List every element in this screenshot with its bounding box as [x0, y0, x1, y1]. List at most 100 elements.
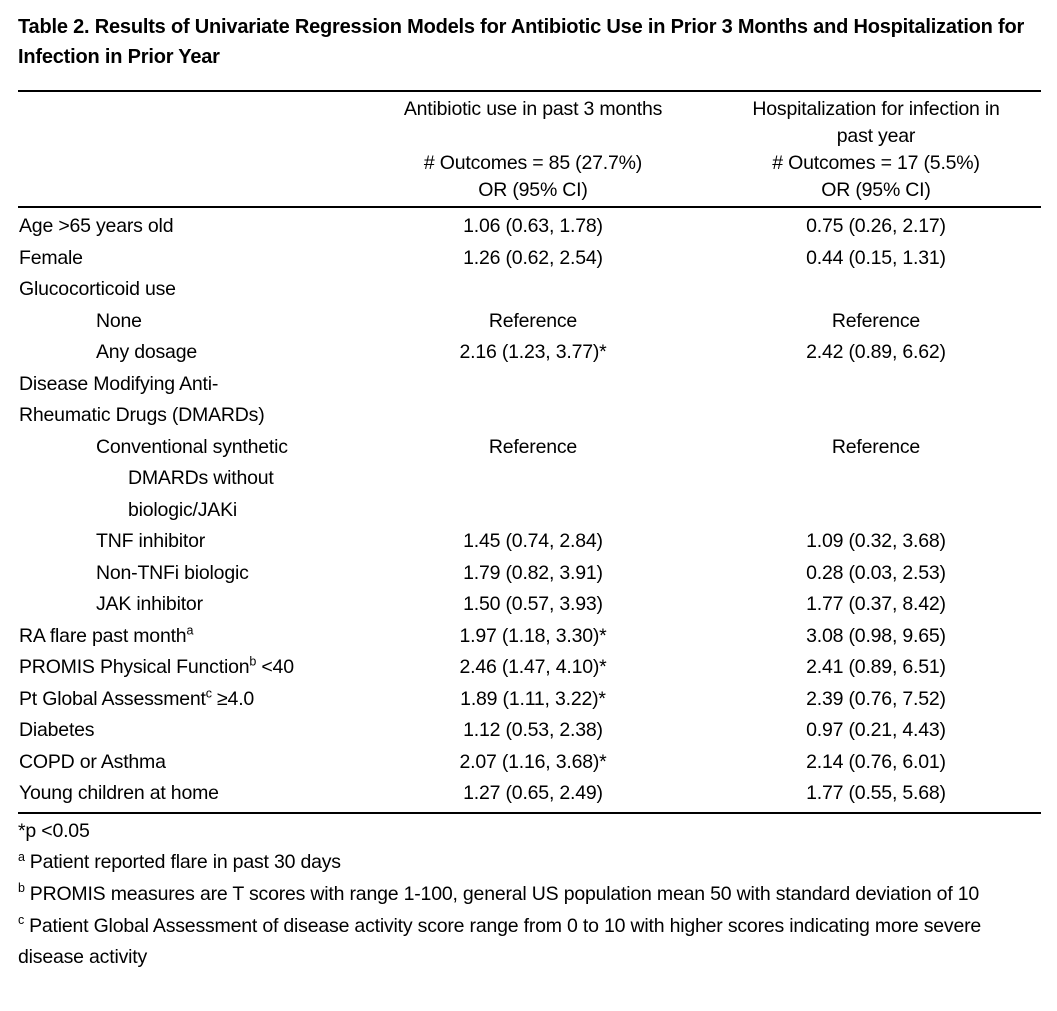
or-value-hospitalization: 0.44 (0.15, 1.31)	[806, 246, 946, 269]
table-row: TNF inhibitor 1.45 (0.74, 2.84) 1.09 (0.32…	[18, 526, 1041, 558]
header-antibiotic-column: Antibiotic use in past 3 months # Outcom…	[370, 96, 696, 204]
or-value-antibiotic	[370, 369, 696, 432]
table-row: RA flare past montha 1.97 (1.18, 3.30)* 3.…	[18, 621, 1041, 653]
row-label: Young children at home	[18, 778, 370, 810]
or-value-hospitalization	[696, 369, 1041, 432]
table-row: Glucocorticoid use	[18, 274, 1041, 306]
table-header: Antibiotic use in past 3 months # Outcom…	[18, 90, 1041, 208]
footnote-marker: c	[205, 686, 212, 700]
row-label-line: JAK inhibitor	[96, 593, 203, 615]
or-value-antibiotic: 1.26 (0.62, 2.54)	[463, 246, 603, 269]
or-value-hospitalization: 2.14 (0.76, 6.01)	[806, 750, 946, 773]
or-value-antibiotic: Reference	[488, 435, 578, 458]
row-label: Pt Global Assessmentc ≥4.0	[18, 684, 370, 716]
footnote: a Patient reported flare in past 30 days	[18, 849, 341, 874]
or-value-antibiotic: 1.06 (0.63, 1.78)	[463, 215, 603, 237]
row-label: TNF inhibitor	[18, 526, 370, 558]
or-value-antibiotic: 2.46 (1.47, 4.10)*	[459, 656, 607, 678]
table-title: Table 2. Results of Univariate Regressio…	[18, 16, 1025, 68]
footnote-marker: b	[249, 654, 257, 669]
header-or-ci-antibiotic: OR (95% CI)	[478, 179, 588, 201]
row-label: Age >65 years old	[18, 211, 370, 243]
table-row: Diabetes 1.12 (0.53, 2.38) 0.97 (0.21, 4.4…	[18, 715, 1041, 747]
or-value-hospitalization: 2.42 (0.89, 6.62)	[806, 341, 946, 363]
or-value-hospitalization: 0.97 (0.21, 4.43)	[806, 719, 946, 741]
table-row: Female 1.26 (0.62, 2.54) 0.44 (0.15, 1.31)	[18, 243, 1041, 275]
row-label: COPD or Asthma	[18, 747, 370, 779]
or-value-hospitalization: 0.28 (0.03, 2.53)	[806, 561, 946, 584]
table-row: PROMIS Physical Functionb <40 2.46 (1.47,…	[18, 652, 1041, 684]
header-row-label-spacer	[18, 96, 370, 204]
header-outcomes-antibiotic: # Outcomes = 85 (27.7%)	[423, 152, 643, 174]
row-label-line: COPD or Asthma	[19, 750, 166, 773]
header-hospitalization-column: Hospitalization for infection in past ye…	[696, 96, 1041, 204]
row-label: Disease Modifying Anti- Rheumatic Drugs (…	[18, 369, 370, 432]
row-label-line: None	[96, 309, 142, 332]
row-label: Diabetes	[18, 715, 370, 747]
or-value-antibiotic: 1.89 (1.11, 3.22)*	[460, 687, 606, 710]
or-value-antibiotic: 1.97 (1.18, 3.30)*	[459, 624, 607, 647]
header-outcomes-hospitalization: # Outcomes = 17 (5.5%)	[772, 152, 980, 174]
table-row: Young children at home 1.27 (0.65, 2.49) 1…	[18, 778, 1041, 810]
footnote-marker: a	[18, 849, 25, 864]
row-label-line: Glucocorticoid use	[19, 278, 176, 300]
table-row: COPD or Asthma 2.07 (1.16, 3.68)* 2.14 (0.…	[18, 747, 1041, 779]
or-value-hospitalization: 0.75 (0.26, 2.17)	[806, 215, 946, 237]
row-label-line: Diabetes	[19, 719, 95, 741]
footnote: *p <0.05	[18, 819, 90, 842]
row-label-line: RA flare past montha	[19, 623, 194, 647]
row-label: Any dosage	[18, 337, 370, 369]
table-row: None Reference Reference	[18, 306, 1041, 338]
footnote: c Patient Global Assessment of disease ac…	[18, 913, 982, 969]
row-label-line: Pt Global Assessmentc ≥4.0	[19, 686, 255, 710]
or-value-hospitalization: 1.77 (0.55, 5.68)	[806, 782, 946, 804]
row-label-line: Rheumatic Drugs (DMARDs)	[19, 404, 265, 426]
row-label-line: Disease Modifying Anti-	[19, 372, 219, 395]
or-value-antibiotic: 1.12 (0.53, 2.38)	[463, 719, 603, 741]
row-label: None	[18, 306, 370, 338]
table-body: Age >65 years old 1.06 (0.63, 1.78) 0.75 (…	[18, 208, 1041, 814]
header-line	[370, 123, 696, 150]
footnote-marker: a	[186, 623, 194, 637]
header-line: Antibiotic use in past 3 months	[403, 98, 663, 120]
or-value-hospitalization: 1.09 (0.32, 3.68)	[806, 530, 946, 552]
or-value-hospitalization: 2.39 (0.76, 7.52)	[806, 687, 946, 710]
row-label: PROMIS Physical Functionb <40	[18, 652, 370, 684]
or-value-hospitalization: 2.41 (0.89, 6.51)	[806, 656, 946, 678]
header-line: past year	[836, 125, 916, 147]
row-label-line: TNF inhibitor	[96, 530, 206, 552]
regression-table: Antibiotic use in past 3 months # Outcom…	[18, 90, 1041, 814]
or-value-antibiotic: 2.07 (1.16, 3.68)*	[459, 750, 607, 773]
or-value-hospitalization	[696, 274, 1041, 306]
row-label: JAK inhibitor	[18, 589, 370, 621]
table-row: Disease Modifying Anti- Rheumatic Drugs (…	[18, 369, 1041, 432]
row-label-line: Conventional synthetic	[96, 435, 288, 458]
or-value-antibiotic: 1.45 (0.74, 2.84)	[463, 530, 603, 552]
row-label-line: PROMIS Physical Functionb <40	[19, 654, 294, 678]
or-value-antibiotic: 1.79 (0.82, 3.91)	[463, 561, 603, 584]
footnote-marker: b	[18, 881, 25, 896]
or-value-hospitalization: Reference	[831, 435, 921, 458]
header-or-ci-hospitalization: OR (95% CI)	[821, 179, 931, 201]
footnote: b PROMIS measures are T scores with range…	[18, 881, 980, 905]
or-value-antibiotic: 2.16 (1.23, 3.77)*	[459, 341, 607, 363]
table-row: JAK inhibitor 1.50 (0.57, 3.93) 1.77 (0.37…	[18, 589, 1041, 621]
table-row: Any dosage 2.16 (1.23, 3.77)* 2.42 (0.89, …	[18, 337, 1041, 369]
row-label: Conventional synthetic DMARDs without biol…	[18, 432, 370, 527]
row-label: Non-TNFi biologic	[18, 558, 370, 590]
footnote-marker: c	[18, 913, 25, 928]
or-value-antibiotic: 1.50 (0.57, 3.93)	[463, 593, 603, 615]
or-value-antibiotic: Reference	[488, 309, 578, 332]
row-label-line: Female	[19, 246, 83, 269]
row-label-line: Young children at home	[19, 782, 219, 804]
row-label: Female	[18, 243, 370, 275]
or-value-antibiotic	[370, 274, 696, 306]
or-value-hospitalization: Reference	[831, 309, 921, 332]
table-row: Pt Global Assessmentc ≥4.0 1.89 (1.11, 3.…	[18, 684, 1041, 716]
row-label-line: Any dosage	[96, 341, 197, 363]
table-row: Non-TNFi biologic 1.79 (0.82, 3.91) 0.28 (…	[18, 558, 1041, 590]
row-label: Glucocorticoid use	[18, 274, 370, 306]
or-value-hospitalization: 1.77 (0.37, 8.42)	[806, 593, 946, 615]
row-label-line: biologic/JAKi	[128, 498, 238, 521]
